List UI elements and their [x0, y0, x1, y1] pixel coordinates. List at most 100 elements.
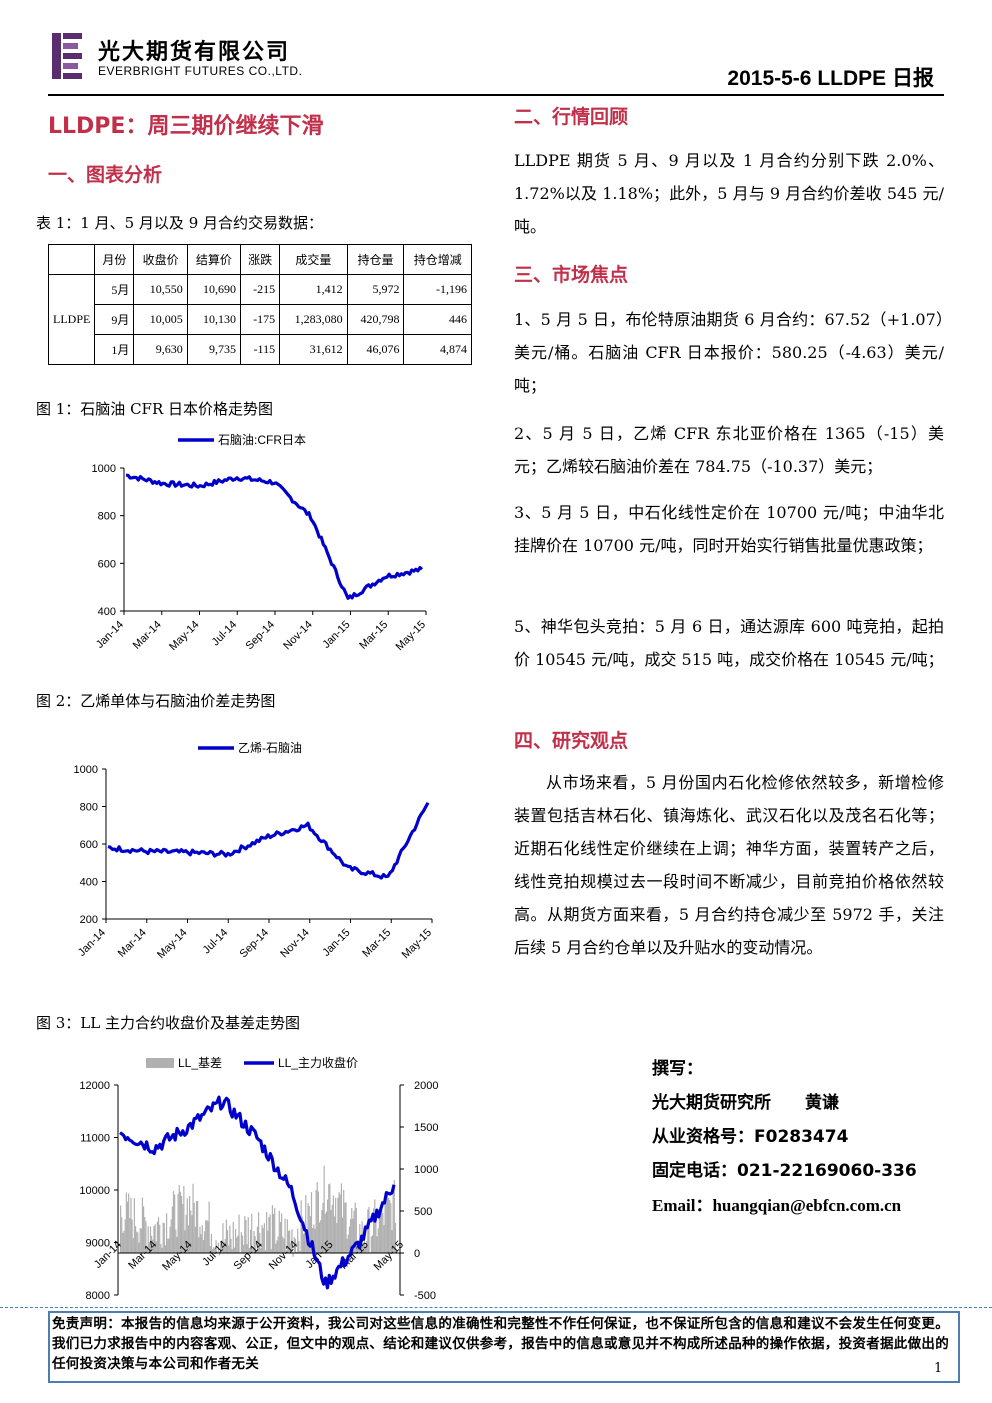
basis-bar	[244, 1216, 246, 1253]
section-chart-analysis: 一、图表分析	[48, 164, 163, 186]
table-cell: -1,196	[403, 274, 472, 305]
basis-bar	[205, 1220, 207, 1253]
legend-label-close: LL_主力收盘价	[278, 1055, 358, 1070]
basis-bar	[233, 1247, 236, 1253]
table-cell: 446	[403, 304, 472, 335]
basis-bar	[229, 1225, 231, 1253]
basis-bar	[151, 1235, 153, 1253]
basis-bar	[121, 1217, 123, 1253]
y-tick-label: 8000	[86, 1290, 110, 1300]
basis-bar	[145, 1221, 147, 1253]
basis-bar	[197, 1200, 199, 1253]
basis-bar	[212, 1248, 214, 1253]
basis-bar	[364, 1245, 367, 1253]
basis-bar	[213, 1247, 215, 1253]
table-cell: 5,972	[346, 274, 405, 305]
disclaimer-box	[48, 1311, 960, 1383]
figure2-caption: 图 2：乙烯单体与石脑油价差走势图	[36, 692, 276, 710]
basis-bar	[171, 1206, 173, 1253]
basis-bar	[144, 1217, 146, 1253]
author-email[interactable]: Email：huangqian@ebfcn.com.cn	[652, 1196, 902, 1215]
basis-bar	[256, 1226, 259, 1253]
basis-bar	[160, 1244, 162, 1253]
series-line	[107, 801, 430, 880]
basis-bar	[322, 1202, 324, 1253]
section-market-review: 二、行情回顾	[514, 106, 629, 128]
basis-bar	[313, 1224, 315, 1253]
basis-bar	[299, 1251, 301, 1253]
basis-bar	[225, 1219, 227, 1253]
legend-label: 石脑油:CFR日本	[218, 433, 306, 447]
y-tick-label: 800	[80, 802, 98, 814]
table-cell: 10,550	[133, 274, 188, 305]
basis-bar	[155, 1241, 157, 1253]
basis-bar	[161, 1247, 163, 1253]
basis-bar	[368, 1206, 370, 1253]
basis-bar	[245, 1220, 247, 1253]
basis-bar	[289, 1230, 291, 1253]
basis-bar	[354, 1202, 356, 1253]
company-logo-icon	[52, 33, 82, 79]
table-header-cell: 收盘价	[133, 244, 188, 275]
y2-tick-label: 1500	[414, 1122, 438, 1134]
basis-bar	[120, 1205, 122, 1253]
y-tick-label: 200	[80, 914, 98, 926]
basis-bar	[140, 1228, 142, 1253]
basis-bar	[350, 1219, 352, 1253]
basis-bar	[215, 1240, 217, 1253]
basis-bar	[377, 1228, 379, 1253]
basis-bar	[376, 1236, 378, 1253]
table-cell: 46,076	[346, 334, 405, 365]
report-date-title: 2015-5-6 LLDPE 日报	[727, 67, 934, 90]
table-row: 9月 10,005 10,130 -175 1,283,080 420,798 …	[49, 304, 472, 335]
basis-bar	[174, 1194, 176, 1253]
basis-bar	[189, 1196, 191, 1253]
table-cell: 10,690	[186, 274, 242, 305]
basis-bar	[390, 1203, 392, 1253]
table-header-row: 月份 收盘价 结算价 涨跌 成交量 持仓量 持仓增减	[47, 244, 472, 275]
table-cell: -215	[240, 274, 281, 305]
basis-bar	[224, 1239, 226, 1253]
basis-bar	[217, 1242, 219, 1253]
basis-bar	[153, 1226, 155, 1253]
basis-bar	[317, 1191, 319, 1253]
basis-bar	[274, 1207, 276, 1253]
basis-bar	[152, 1239, 154, 1253]
figure3-caption: 图 3：LL 主力合约收盘价及基差走势图	[36, 1014, 301, 1032]
basis-bar	[327, 1199, 329, 1253]
table-cell: -175	[240, 304, 281, 335]
basis-bar	[243, 1244, 245, 1253]
basis-bar	[133, 1198, 135, 1253]
basis-bar	[194, 1226, 196, 1253]
product-cell: LLDPE	[47, 274, 96, 365]
basis-bar	[214, 1248, 216, 1253]
basis-bar	[366, 1241, 368, 1253]
series-line	[125, 473, 424, 600]
basis-bar	[268, 1217, 270, 1253]
basis-bar	[325, 1211, 328, 1253]
basis-bar	[346, 1238, 348, 1253]
basis-bar	[374, 1199, 376, 1253]
basis-bar	[305, 1195, 307, 1253]
basis-bar	[300, 1200, 302, 1253]
table-cell: 31,612	[279, 334, 348, 365]
basis-bar	[316, 1182, 318, 1253]
basis-bar	[146, 1246, 148, 1253]
table-cell: 1,283,080	[279, 304, 348, 335]
basis-bar	[164, 1245, 167, 1253]
basis-bar	[282, 1236, 284, 1253]
basis-bar	[375, 1209, 377, 1253]
basis-bar	[167, 1238, 169, 1253]
basis-bar	[394, 1223, 397, 1253]
table-cell: 1月	[94, 334, 135, 365]
basis-bar	[143, 1206, 145, 1253]
section-research-view: 四、研究观点	[514, 730, 629, 752]
basis-bar	[341, 1217, 344, 1253]
x-tick-label: Sep-14	[244, 619, 278, 653]
basis-bar	[190, 1210, 192, 1253]
table-header-cell: 持仓量	[346, 244, 405, 275]
basis-bar	[231, 1249, 233, 1253]
basis-bar	[159, 1224, 161, 1253]
x-tick-label: May-15	[394, 619, 428, 653]
x-tick-label: Sep-14	[238, 927, 272, 961]
